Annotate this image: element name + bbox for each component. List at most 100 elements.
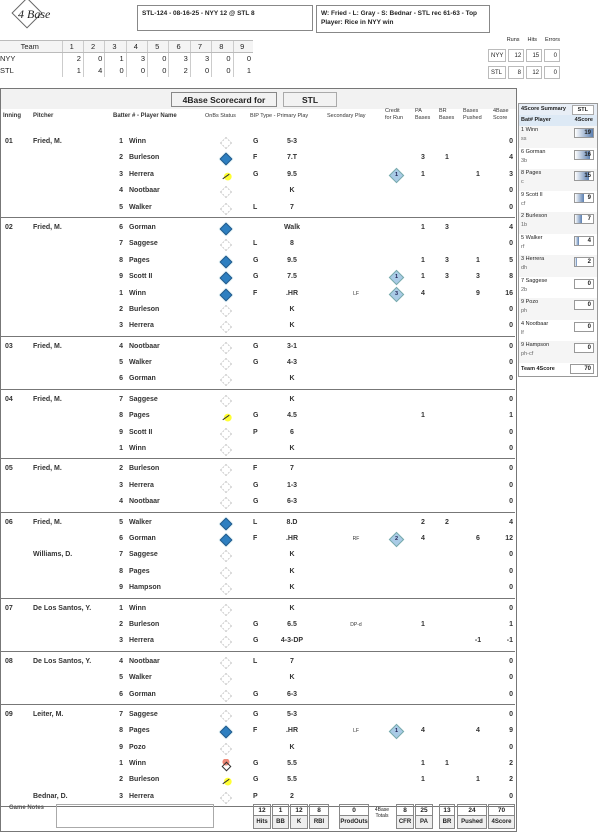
- player-name: Winn: [129, 604, 147, 612]
- br-bases: 1: [445, 760, 449, 768]
- pitcher-name: Fried, M.: [33, 138, 62, 145]
- col-cfr: Credit for Run: [385, 108, 404, 121]
- pa-bases: 1: [421, 223, 425, 231]
- total-value: 0: [340, 805, 368, 816]
- batter-row: 5 Walker K 0: [1, 670, 515, 686]
- pa-bases: 1: [421, 256, 425, 264]
- inning-number: 07: [5, 604, 13, 612]
- linescore-row: NYY 2 0 1 3 0 3 3 0 0: [0, 52, 253, 65]
- onbase-empty-icon: [220, 186, 232, 199]
- player-name: Gorman: [129, 534, 156, 542]
- pitcher-name: Fried, M.: [33, 518, 62, 526]
- primary-play: 5-3: [286, 138, 298, 145]
- summary-score: 0: [587, 345, 591, 351]
- 4base-score: 9: [509, 727, 513, 735]
- summary-player: 6 Gorman 3b 16: [519, 148, 597, 170]
- total-prodouts: 0 ProdOuts: [339, 804, 369, 829]
- 4base-score: 0: [509, 138, 513, 145]
- score-fill: [575, 215, 582, 223]
- summary-score-bar: 16: [574, 149, 594, 160]
- batter-row: 2 Burleson K 0: [1, 302, 515, 318]
- scorecard-title: 4Base Scorecard for: [171, 92, 277, 107]
- batter-number: 5: [119, 203, 123, 211]
- batter-row: Williams, D. 7 Saggese K 0: [1, 547, 515, 563]
- summary-score-bar: 0: [574, 343, 594, 353]
- summary-position: rf: [521, 243, 525, 250]
- 4base-score: 0: [509, 465, 513, 473]
- primary-play: Walk: [283, 223, 301, 231]
- primary-play: 7.5: [287, 273, 297, 281]
- score-fill: [575, 172, 590, 180]
- batter-row: 2 Burleson G 5.5 1 1 2: [1, 772, 515, 788]
- batter-number: 3: [119, 481, 123, 489]
- linescore-cell: 0: [232, 52, 253, 65]
- br-bases: 2: [445, 518, 449, 526]
- 4base-score: 0: [509, 187, 513, 195]
- game-notes-input[interactable]: [56, 804, 214, 828]
- primary-play: 2: [290, 792, 294, 800]
- onbase-empty-icon: [220, 137, 232, 149]
- summary-score: 16: [584, 151, 591, 158]
- col-pa: PA Bases: [415, 108, 431, 121]
- linescore-header-cell: 4: [125, 40, 148, 53]
- 4base-score: 0: [509, 428, 513, 436]
- summary-score-bar: 9: [574, 192, 594, 203]
- 4base-score: 4: [509, 154, 513, 162]
- player-name: Winn: [129, 289, 147, 297]
- col-bip: BIP Type - Primary Play: [250, 113, 309, 119]
- primary-play: K: [289, 567, 295, 575]
- player-name: Saggese: [129, 395, 158, 403]
- credit-for-run-icon: 3: [388, 286, 405, 302]
- bip-type: G: [253, 760, 259, 768]
- onbase-empty-icon: [220, 603, 232, 616]
- linescore-cell: 1: [232, 64, 253, 77]
- primary-play: 3-1: [286, 342, 298, 350]
- batter-row: 02 Fried, M. 6 Gorman Walk 1 3 4: [1, 220, 515, 236]
- summary-player-line: 1 Winn: [521, 126, 597, 135]
- bip-type: G: [253, 359, 259, 367]
- pa-bases: 1: [421, 776, 425, 784]
- bip-type: P: [253, 792, 258, 800]
- bip-type: G: [253, 170, 259, 178]
- primary-play: K: [289, 395, 295, 403]
- batter-number: 8: [119, 567, 123, 575]
- inning-block: 03 Fried, M. 4 Nootbaar G 3-1 0 5 Walker G 4-3 0 6 Go…: [1, 337, 515, 390]
- bip-type: G: [253, 412, 259, 420]
- linescore-cell: NYY: [0, 54, 16, 64]
- primary-play: 9.5: [287, 170, 297, 178]
- 4base-score: 0: [509, 674, 513, 682]
- pitcher-name: Fried, M.: [33, 395, 62, 403]
- inning-number: 09: [5, 710, 13, 718]
- batter-row: 3 Herrera K 0: [1, 318, 515, 334]
- primary-play: 5.5: [287, 760, 297, 768]
- bases-pushed: 4: [476, 727, 480, 735]
- primary-play: 6-3: [286, 498, 298, 506]
- linescore-header-cell: 7: [189, 40, 212, 53]
- primary-play: 4.5: [287, 412, 297, 420]
- batter-number: 8: [119, 412, 123, 420]
- total-4score: 70 4Score: [488, 804, 515, 829]
- 4base-score: 0: [509, 567, 513, 575]
- summary-col-score: 4Score: [574, 117, 593, 123]
- bip-type: G: [253, 710, 259, 718]
- cfr-value: 1: [394, 728, 399, 735]
- br-bases: 1: [445, 154, 449, 162]
- batter-number: 8: [119, 727, 123, 735]
- col-batter: Batter # - Player Name: [113, 113, 177, 119]
- col-pitcher: Pitcher: [33, 113, 54, 119]
- primary-play: .HR: [285, 727, 299, 735]
- totals-caption: 4Base Totals: [374, 807, 390, 819]
- bip-type: G: [253, 138, 259, 145]
- onbase-empty-icon: [220, 427, 232, 440]
- 4base-score: 0: [509, 395, 513, 403]
- bip-type: G: [253, 637, 259, 645]
- 4base-score: 2: [509, 776, 513, 784]
- 4base-score: 0: [509, 710, 513, 718]
- player-name: Herrera: [129, 637, 154, 645]
- summary-score: 0: [587, 302, 591, 308]
- total-br: 13 BR: [439, 804, 455, 829]
- primary-play: .HR: [285, 534, 299, 542]
- pitcher-name: Fried, M.: [33, 342, 62, 350]
- col-onbase: OnBs Status: [205, 113, 236, 119]
- 4base-score: 0: [509, 604, 513, 612]
